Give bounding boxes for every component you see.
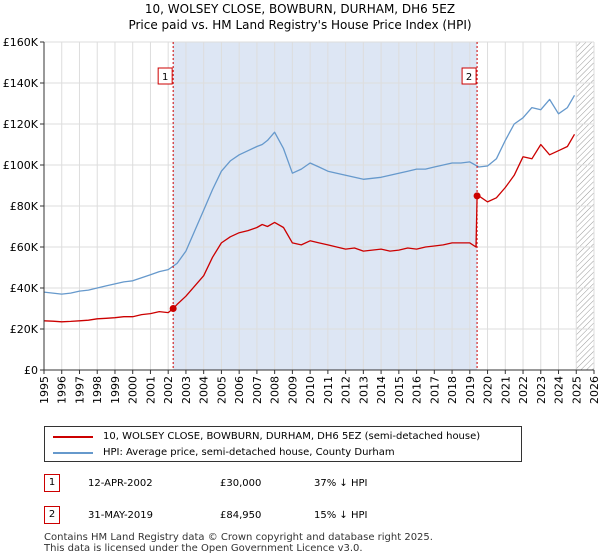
legend-price-label: 10, WOLSEY CLOSE, BOWBURN, DURHAM, DH6 5… <box>103 431 481 442</box>
x-tick-label: 1998 <box>91 376 104 404</box>
x-tick-label: 2024 <box>553 376 566 404</box>
x-tick-label: 2018 <box>446 376 459 404</box>
x-tick-label: 2026 <box>588 376 600 404</box>
x-tick-label: 2005 <box>215 376 228 404</box>
transaction-row: 1 12-APR-2002 £30,000 37% ↓ HPI <box>44 474 444 492</box>
price-chart: 1 2 £0 £20K £40K £60K £80K £100K £120K £140K £160… <box>3 36 600 404</box>
transaction-badge: 1 <box>44 474 60 492</box>
sale-marker-box <box>157 67 173 85</box>
x-tick-label: 2011 <box>322 376 335 404</box>
transaction-badge: 2 <box>44 506 60 524</box>
sale-marker-label: 1 <box>162 72 168 83</box>
footer-copyright: Contains HM Land Registry data © Crown c… <box>44 532 433 543</box>
y-tick-label: £0 <box>24 364 38 377</box>
footer-license: This data is licensed under the Open Gov… <box>44 543 363 554</box>
transaction-price: £84,950 <box>220 510 262 521</box>
x-tick-label: 2015 <box>393 376 406 404</box>
x-tick-label: 2016 <box>411 376 424 404</box>
x-tick-label: 2014 <box>375 376 388 404</box>
transaction-date: 12-APR-2002 <box>88 478 153 489</box>
x-tick-label: 2004 <box>198 376 211 404</box>
chart-subtitle: Price paid vs. HM Land Registry's House … <box>128 18 472 32</box>
transaction-hpi-diff: 37% ↓ HPI <box>314 478 368 489</box>
x-tick-label: 2009 <box>286 376 299 404</box>
x-tick-label: 1997 <box>73 376 86 404</box>
transaction-price: £30,000 <box>220 478 262 489</box>
sale-point <box>473 192 481 200</box>
chart-title: 10, WOLSEY CLOSE, BOWBURN, DURHAM, DH6 5… <box>144 2 456 16</box>
y-tick-label: £20K <box>10 323 39 336</box>
transaction-date: 31-MAY-2019 <box>88 510 154 521</box>
x-tick-label: 2006 <box>233 376 246 404</box>
sale-point <box>169 305 177 312</box>
x-tick-label: 2023 <box>535 376 548 404</box>
x-tick-label: 1995 <box>38 376 51 404</box>
chart-legend: 10, WOLSEY CLOSE, BOWBURN, DURHAM, DH6 5… <box>44 426 522 462</box>
x-tick-label: 2019 <box>464 376 477 404</box>
x-tick-label: 2002 <box>162 376 175 404</box>
y-tick-label: £120K <box>3 118 39 131</box>
x-tick-label: 2003 <box>180 376 193 404</box>
x-tick-label: 2010 <box>304 376 317 404</box>
x-tick-label: 2021 <box>499 376 512 404</box>
y-tick-label: £140K <box>3 77 39 90</box>
sale-marker-label: 2 <box>466 72 472 83</box>
x-tick-label: 1999 <box>109 376 122 404</box>
transaction-row: 2 31-MAY-2019 £84,950 15% ↓ HPI <box>44 506 444 524</box>
price-paid-line <box>43 133 576 323</box>
x-tick-label: 2025 <box>570 376 583 404</box>
x-tick-label: 1996 <box>56 376 69 404</box>
y-tick-label: £160K <box>3 36 39 49</box>
y-tick-label: £100K <box>3 159 39 172</box>
x-tick-label: 2000 <box>127 376 140 404</box>
x-tick-label: 2008 <box>269 376 282 404</box>
legend-price-swatch <box>53 436 93 438</box>
hpi-line <box>43 94 576 295</box>
x-tick-label: 2007 <box>251 376 264 404</box>
sale-marker-box <box>461 67 477 85</box>
x-tick-label: 2012 <box>340 376 353 404</box>
x-tick-label: 2001 <box>144 376 157 404</box>
x-tick-label: 2020 <box>482 376 495 404</box>
legend-hpi-swatch <box>53 452 93 454</box>
transaction-hpi-diff: 15% ↓ HPI <box>314 510 368 521</box>
y-tick-label: £60K <box>10 241 39 254</box>
y-tick-label: £80K <box>10 200 39 213</box>
legend-hpi-label: HPI: Average price, semi-detached house,… <box>103 447 395 458</box>
y-tick-label: £40K <box>10 282 39 295</box>
x-tick-label: 2017 <box>428 376 441 404</box>
x-tick-label: 2013 <box>357 376 370 404</box>
x-tick-label: 2022 <box>517 376 530 404</box>
